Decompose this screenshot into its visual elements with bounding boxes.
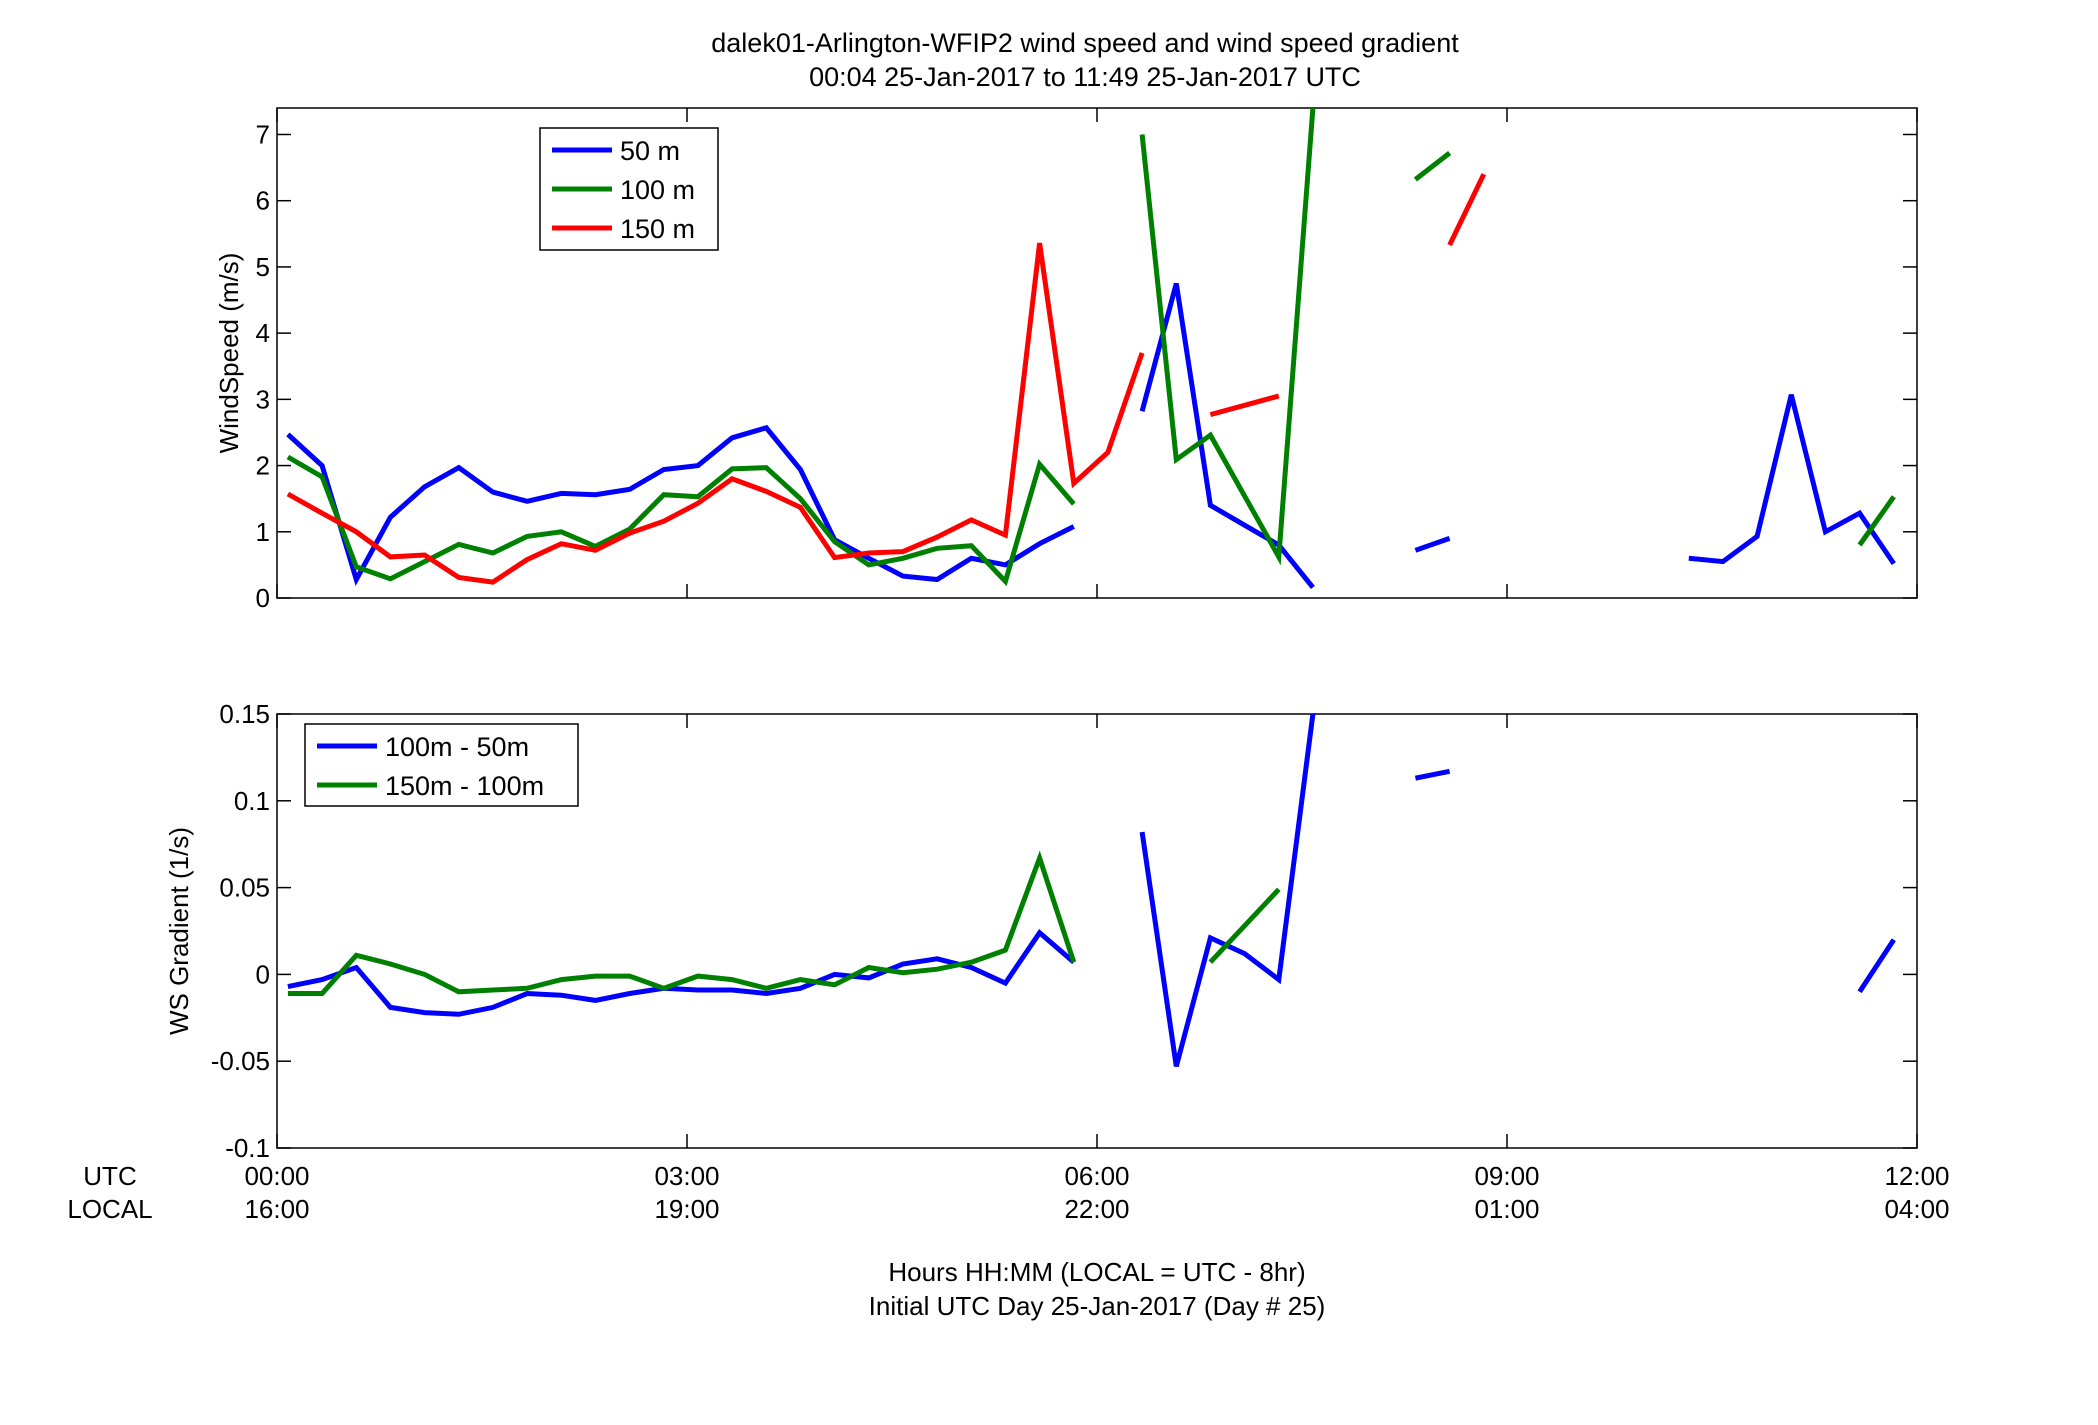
x-axis-label-line1: Hours HH:MM (LOCAL = UTC - 8hr) — [888, 1257, 1305, 1287]
series-line-1-segment-4 — [1857, 938, 1896, 994]
y-tick-label: 4 — [256, 318, 270, 348]
series-line-2-segment-2 — [1208, 887, 1281, 964]
gradient-x-ticks — [276, 714, 1918, 1148]
y-tick-label: 1 — [256, 517, 270, 547]
legend-label: 150 m — [620, 214, 695, 244]
series-line-3-segment-2 — [1209, 393, 1280, 418]
series-line-1-segment-3 — [1414, 536, 1451, 553]
legend-label: 50 m — [620, 136, 680, 166]
legend-label: 100 m — [620, 175, 695, 205]
figure-title-line1: dalek01-Arlington-WFIP2 wind speed and w… — [711, 28, 1459, 58]
windspeed-plot-area — [276, 107, 1918, 599]
series-line-2-segment-3 — [1413, 151, 1452, 182]
windspeed-y-axis-label: WindSpeed (m/s) — [214, 253, 244, 454]
series-line-3-segment-3 — [1447, 173, 1487, 247]
x-tick-label-local: 22:00 — [1064, 1194, 1129, 1224]
series-line-3-segment-1 — [286, 242, 1145, 585]
y-tick-label: 0 — [256, 959, 270, 989]
y-tick-label: 6 — [256, 186, 270, 216]
local-row-label: LOCAL — [67, 1194, 152, 1224]
series-line-1-segment-1 — [287, 928, 1076, 1017]
gradient-series — [287, 714, 1896, 1068]
x-axis-label-line2: Initial UTC Day 25-Jan-2017 (Day # 25) — [869, 1291, 1326, 1321]
x-tick-label-local: 01:00 — [1474, 1194, 1539, 1224]
windspeed-panel: 0 1 2 3 4 5 6 7 WindSpeed (m/s) 50 m 100 m 150 m — [214, 107, 1918, 613]
utc-row-label: UTC — [83, 1161, 136, 1191]
series-line-1-segment-2 — [1139, 282, 1315, 589]
y-tick-label: 0.1 — [234, 786, 270, 816]
windspeed-series — [286, 108, 1896, 589]
y-tick-label: -0.05 — [211, 1046, 270, 1076]
series-line-2-segment-4 — [1857, 495, 1896, 547]
y-tick-label: 0.15 — [219, 699, 270, 729]
x-tick-label-local: 16:00 — [244, 1194, 309, 1224]
x-tick-label-utc: 09:00 — [1474, 1161, 1539, 1191]
series-line-2-segment-2 — [1139, 108, 1316, 566]
y-tick-label: 7 — [256, 119, 270, 149]
series-line-1-segment-3 — [1414, 768, 1451, 781]
y-tick-label: 3 — [256, 384, 270, 414]
x-tick-label-local: 04:00 — [1884, 1194, 1949, 1224]
x-tick-label-local: 19:00 — [654, 1194, 719, 1224]
legend-box — [304, 723, 579, 807]
gradient-y-axis-label: WS Gradient (1/s) — [164, 827, 194, 1035]
y-tick-label: 0.05 — [219, 873, 270, 903]
series-line-2-segment-1 — [286, 454, 1076, 587]
gradient-y-ticks: -0.1 -0.05 0 0.05 0.1 0.15 — [211, 699, 1917, 1163]
legend-label: 150m - 100m — [385, 771, 544, 801]
series-line-1-segment-1 — [286, 424, 1075, 586]
series-line-1-segment-4 — [1688, 394, 1896, 566]
windspeed-y-ticks: 0 1 2 3 4 5 6 7 — [256, 119, 1917, 613]
windspeed-legend: 50 m 100 m 150 m — [539, 127, 719, 251]
x-tick-label-utc: 06:00 — [1064, 1161, 1129, 1191]
windspeed-x-ticks — [276, 108, 1918, 598]
x-tick-label-utc: 03:00 — [654, 1161, 719, 1191]
legend-label: 100m - 50m — [385, 732, 529, 762]
y-tick-label: -0.1 — [225, 1133, 270, 1163]
y-tick-label: 0 — [256, 583, 270, 613]
series-line-2-segment-1 — [287, 850, 1077, 996]
gradient-legend: 100m - 50m 150m - 100m — [304, 723, 579, 807]
x-tick-label-utc: 12:00 — [1884, 1161, 1949, 1191]
y-tick-label: 5 — [256, 252, 270, 282]
figure-title-line2: 00:04 25-Jan-2017 to 11:49 25-Jan-2017 U… — [809, 62, 1361, 92]
y-tick-label: 2 — [256, 451, 270, 481]
x-tick-label-utc: 00:00 — [244, 1161, 309, 1191]
